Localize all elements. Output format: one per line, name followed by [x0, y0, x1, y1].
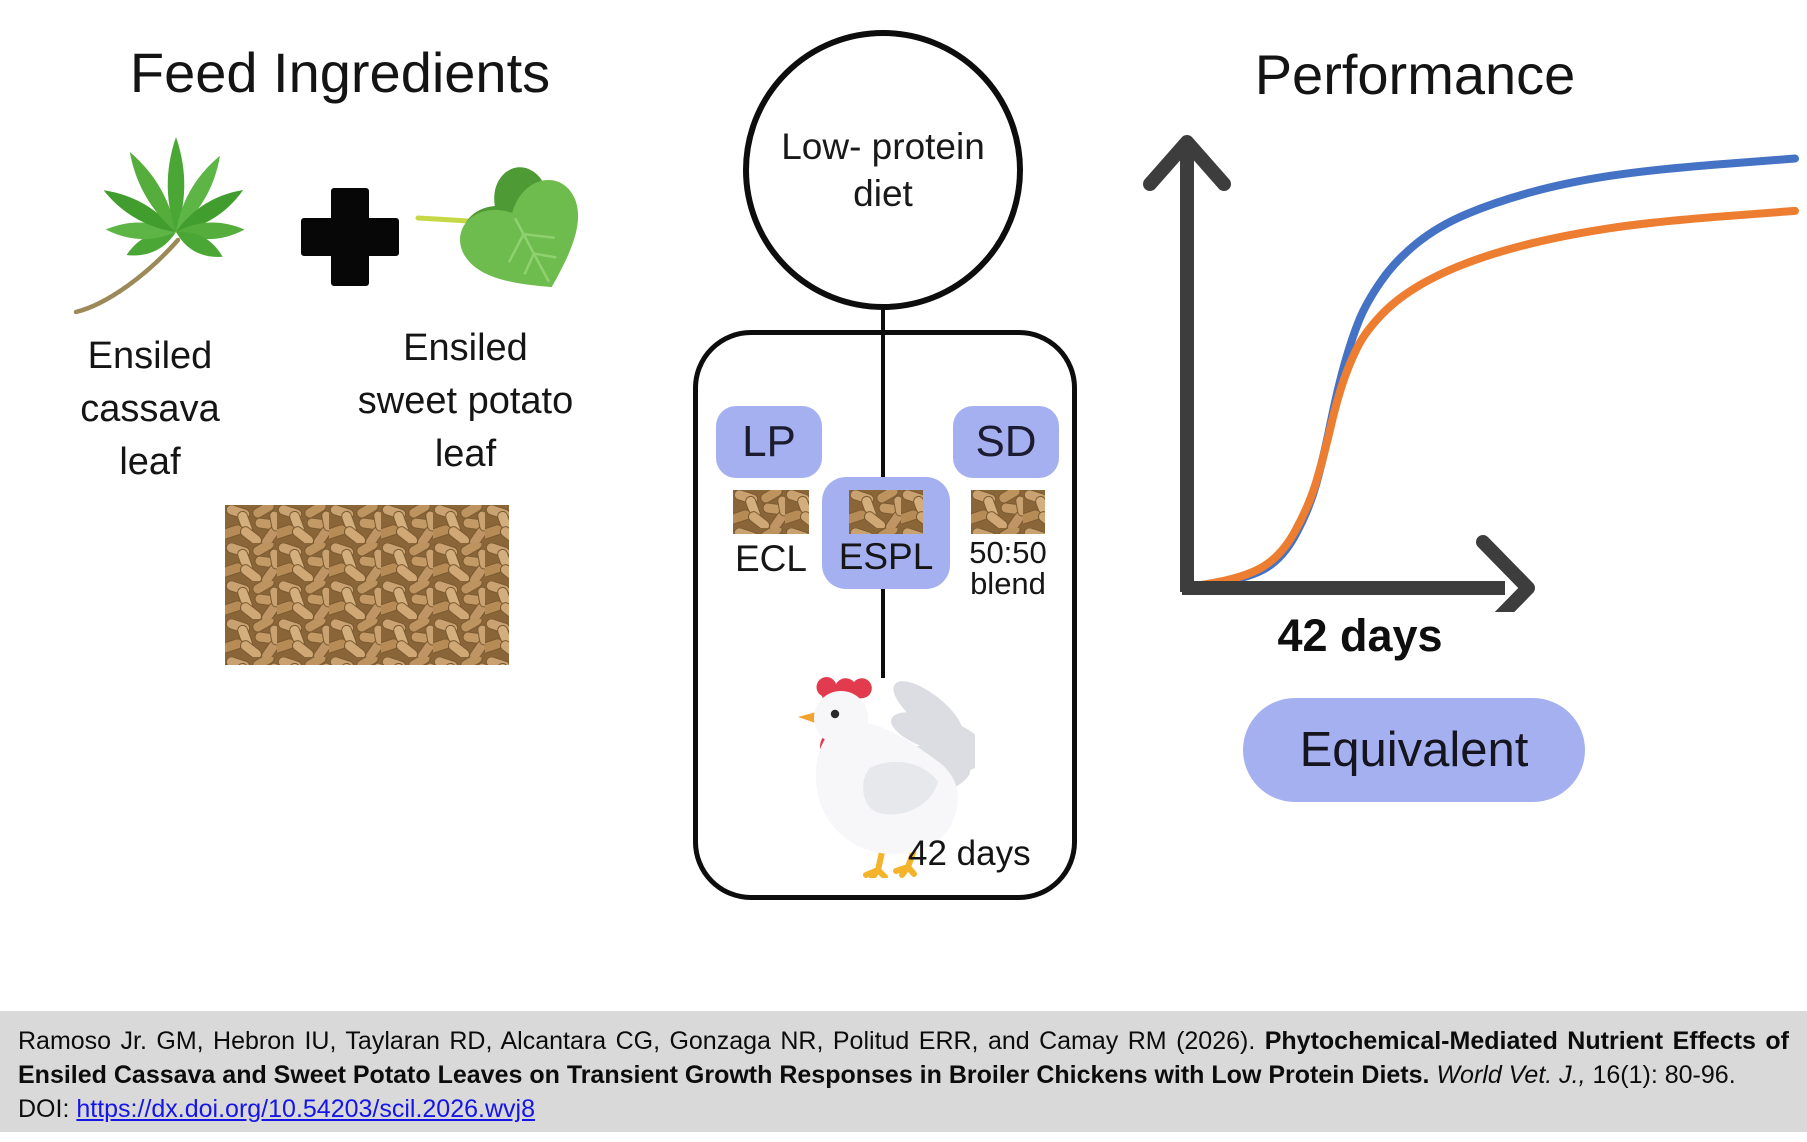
- citation-article-title: Phytochemical-Mediated Nutrient Effects …: [18, 1027, 1789, 1089]
- sweet-potato-leaf-label: Ensiled sweet potato leaf: [357, 327, 574, 475]
- chicken-image: [798, 677, 975, 878]
- duration-label: 42 days: [908, 834, 1031, 873]
- equivalent-result-badge: Equivalent: [1243, 698, 1585, 802]
- chicken-wing: [863, 761, 938, 815]
- blue-growth-curve: [1191, 154, 1799, 590]
- chart-x-axis-label: 42 days: [1277, 610, 1443, 661]
- y-axis-arrowhead-icon: [1143, 135, 1231, 191]
- plus-icon: [301, 188, 399, 286]
- espl-pellets-image: [849, 490, 923, 534]
- feed-pellets-image: [225, 505, 509, 665]
- treatment-box: [693, 330, 1077, 900]
- cassava-leaf-label: Ensiled cassava leaf: [80, 335, 220, 483]
- espl-treatment-badge: ESPL: [822, 477, 950, 589]
- ecl-label: ECL: [735, 538, 807, 579]
- x-axis: [1182, 535, 1535, 612]
- espl-label: ESPL: [838, 536, 934, 577]
- citation-text: Ramoso Jr. GM, Hebron IU, Taylaran RD, A…: [18, 1024, 1789, 1126]
- doi-label: DOI:: [18, 1095, 70, 1123]
- citation-bar: Ramoso Jr. GM, Hebron IU, Taylaran RD, A…: [0, 1011, 1807, 1132]
- cassava-leaf-image: [73, 136, 245, 315]
- low-protein-diet-circle: Low- protein diet: [743, 30, 1023, 310]
- chicken-head: [814, 691, 868, 745]
- blend-pellets-image: [971, 490, 1045, 534]
- doi-link[interactable]: https://dx.doi.org/10.54203/scil.2026.wv…: [76, 1095, 535, 1123]
- cassava-lobes: [103, 136, 245, 257]
- citation-journal: World Vet. J.,: [1436, 1061, 1586, 1089]
- performance-title: Performance: [1254, 43, 1576, 106]
- citation-authors: Ramoso Jr. GM, Hebron IU, Taylaran RD, A…: [18, 1027, 1256, 1055]
- y-axis: [1143, 135, 1231, 592]
- lp-treatment-badge: LP: [716, 406, 822, 478]
- chicken-legs: [863, 847, 917, 878]
- cassava-petiole: [73, 237, 181, 315]
- x-axis-arrowhead-icon: [1476, 535, 1535, 612]
- sd-treatment-badge: SD: [953, 406, 1059, 478]
- orange-growth-curve: [1191, 206, 1799, 590]
- sweet-potato-leaf-front: [460, 180, 578, 288]
- ecl-pellets-image: [733, 490, 809, 534]
- doi-line: DOI: https://dx.doi.org/10.54203/scil.20…: [18, 1092, 1789, 1126]
- blend-label: 50:50 blend: [969, 535, 1047, 601]
- growth-curves: [1191, 154, 1799, 590]
- performance-chart: [1143, 135, 1799, 612]
- feed-ingredients-title: Feed Ingredients: [129, 41, 551, 104]
- chicken-eye: [830, 709, 840, 719]
- sweet-potato-leaf-image: [415, 167, 578, 288]
- citation-pages: 16(1): 80-96.: [1592, 1061, 1736, 1089]
